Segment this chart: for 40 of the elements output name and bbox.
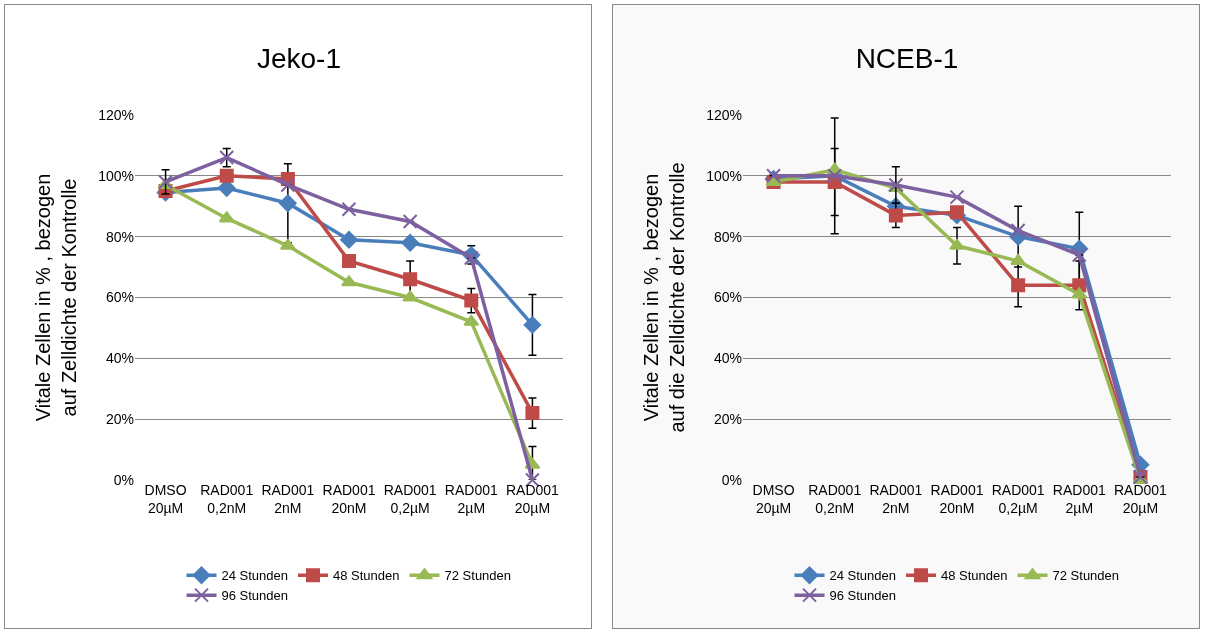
legend-label: 48 Stunden — [941, 568, 1008, 584]
x-tick-label: RAD001 0,2µM — [383, 482, 437, 517]
y-tick-label: 20% — [105, 411, 134, 428]
legend-label: 24 Stunden — [221, 568, 289, 584]
y-tick-label: 40% — [105, 350, 134, 367]
y-tick-label: 100% — [98, 167, 134, 184]
x-tick-label: RAD001 20nM — [930, 482, 984, 517]
y-tick-label: 80% — [105, 228, 134, 245]
y-tick-label: 120% — [706, 106, 742, 123]
x-tick-label: RAD001 2nM — [261, 482, 315, 517]
legend-label: 24 Stunden — [829, 568, 897, 584]
x-tick-label: DMSO 20µM — [752, 482, 795, 517]
x-tick-label: RAD001 2nM — [869, 482, 923, 517]
x-tick-label: RAD001 0,2nM — [200, 482, 254, 517]
legend-label: 96 Stunden — [221, 588, 289, 604]
x-tick-label: DMSO 20µM — [144, 482, 187, 517]
x-tick-label: RAD001 20µM — [505, 482, 560, 517]
legend-label: 72 Stunden — [1052, 568, 1120, 584]
x-tick-label: RAD001 20nM — [322, 482, 376, 517]
x-tick-label: RAD001 0,2µM — [991, 482, 1045, 517]
y-tick-label: 20% — [713, 411, 742, 428]
legend-label: 72 Stunden — [444, 568, 512, 584]
chart-title: Jeko-1 — [256, 43, 342, 75]
x-tick-label: RAD001 0,2nM — [808, 482, 862, 517]
y-tick-label: 60% — [105, 289, 134, 306]
chart-title: NCEB-1 — [855, 43, 959, 75]
x-tick-label: RAD001 2µM — [1052, 482, 1106, 517]
y-tick-label: 100% — [706, 167, 742, 184]
y-tick-label: 60% — [713, 289, 742, 306]
x-tick-label: RAD001 2µM — [444, 482, 498, 517]
y-tick-label: 120% — [98, 106, 134, 123]
y-tick-label: 0% — [721, 471, 742, 488]
y-axis-title: Vitale Zellen in % , bezogen auf die Zelldichte der Kontrolle — [639, 162, 688, 433]
y-tick-label: 40% — [713, 350, 742, 367]
legend-label: 96 Stunden — [829, 588, 897, 604]
x-tick-label: RAD001 20µM — [1113, 482, 1168, 517]
legend-label: 48 Stunden — [333, 568, 400, 584]
y-tick-label: 0% — [113, 471, 134, 488]
y-axis-title: Vitale Zellen in % , bezogen auf Zelldichte der Kontrolle — [31, 173, 80, 422]
y-tick-label: 80% — [713, 228, 742, 245]
